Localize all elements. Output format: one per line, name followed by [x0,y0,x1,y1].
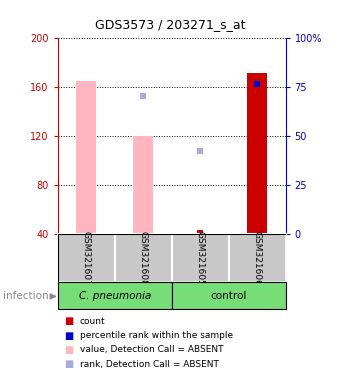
Text: GDS3573 / 203271_s_at: GDS3573 / 203271_s_at [95,18,245,31]
Text: GSM321608: GSM321608 [139,231,148,286]
Bar [228,234,286,282]
Text: ■: ■ [65,359,74,369]
Text: ■: ■ [65,331,74,341]
Bar [58,282,172,309]
Bar [58,234,115,282]
Bar [247,73,267,234]
Text: rank, Detection Call = ABSENT: rank, Detection Call = ABSENT [80,359,219,369]
Text: count: count [80,317,105,326]
Bar [172,282,286,309]
Text: value, Detection Call = ABSENT: value, Detection Call = ABSENT [80,345,223,354]
Text: ■: ■ [65,316,74,326]
Text: GSM321605: GSM321605 [196,231,205,286]
Bar [76,81,96,234]
Bar [115,234,172,282]
Text: infection: infection [3,291,49,301]
Text: control: control [210,291,247,301]
Bar [172,234,229,282]
Text: ■: ■ [65,345,74,355]
Text: C. pneumonia: C. pneumonia [79,291,151,301]
Bar [133,136,153,234]
Text: GSM321607: GSM321607 [82,231,91,286]
Text: percentile rank within the sample: percentile rank within the sample [80,331,233,340]
Text: GSM321606: GSM321606 [253,231,261,286]
